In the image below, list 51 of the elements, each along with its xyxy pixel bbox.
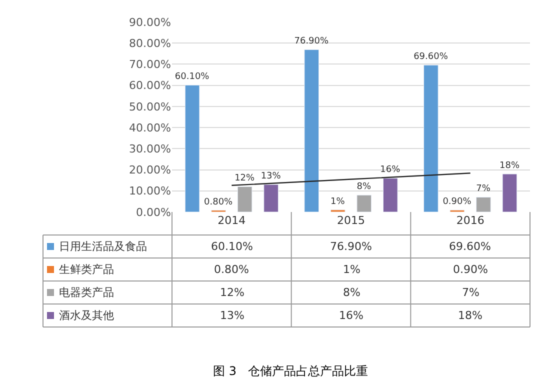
text: 16% <box>380 165 400 176</box>
data-label: 60.10% <box>211 240 253 253</box>
y-tick-label: 40.00% <box>129 121 171 134</box>
y-tick-label: 90.00% <box>129 16 171 29</box>
legend-label: 日用生活品及食品 <box>59 240 147 253</box>
data-label: 0.90% <box>453 263 488 276</box>
y-tick-label: 70.00% <box>129 58 171 72</box>
data-label: 69.60% <box>449 240 491 253</box>
text: 图 3 仓储产品占总产品比重 <box>213 364 368 378</box>
y-tick-label: 80.00% <box>129 36 171 50</box>
text: 69.60% <box>414 52 448 62</box>
text: 1% <box>330 196 345 207</box>
bar <box>264 184 278 212</box>
text: 12% <box>234 174 255 184</box>
x-tick-label: 2015 <box>337 214 365 227</box>
legend-label: 电器类产品 <box>59 286 114 299</box>
bar <box>476 196 491 212</box>
bar <box>356 194 372 212</box>
text: 0.90% <box>442 197 472 208</box>
data-label: 76.90% <box>330 240 372 253</box>
y-tick-label: 0.00% <box>136 206 171 219</box>
text: 13% <box>260 172 281 182</box>
bar <box>237 186 252 212</box>
legend-label: 酒水及其他 <box>59 309 114 322</box>
data-label: 13% <box>220 309 244 322</box>
data-label: 12% <box>220 286 244 299</box>
bar <box>382 178 398 212</box>
y-tick-label: 30.00% <box>129 142 171 156</box>
y-tick-label: 60.00% <box>129 79 171 92</box>
data-label: 16% <box>339 309 364 322</box>
text: 8% <box>356 182 372 192</box>
text: 76.90% <box>294 36 329 47</box>
y-tick-label: 10.00% <box>129 184 171 198</box>
bar <box>502 174 518 212</box>
data-label: 1% <box>343 263 360 276</box>
data-label: 0.80% <box>214 263 249 276</box>
data-label: 18% <box>458 309 482 322</box>
x-tick-label: 2016 <box>456 214 484 227</box>
legend-label: 生鲜类产品 <box>59 263 114 276</box>
text: 7% <box>476 184 490 194</box>
text: 18% <box>499 161 520 171</box>
data-label: 8% <box>343 286 360 299</box>
y-tick-label: 50.00% <box>129 100 171 114</box>
text: 60.10% <box>174 72 210 82</box>
x-tick-label: 2014 <box>218 214 246 227</box>
bar <box>424 64 438 212</box>
y-tick-label: 20.00% <box>129 164 171 177</box>
bar <box>304 49 320 212</box>
bar <box>184 84 200 212</box>
data-label: 7% <box>462 286 480 299</box>
text: 0.80% <box>204 197 233 208</box>
